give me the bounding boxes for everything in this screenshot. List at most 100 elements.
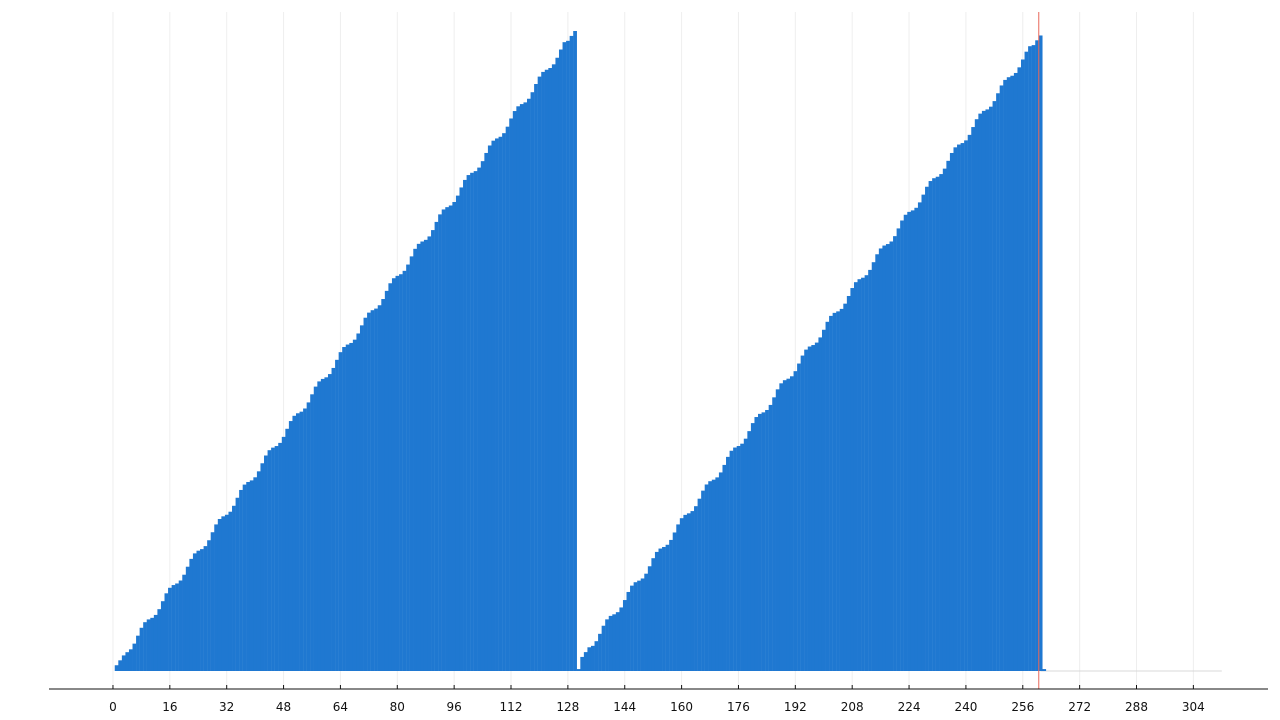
bar: [704, 484, 709, 671]
bar: [427, 236, 432, 672]
bar: [850, 288, 855, 671]
bar: [498, 136, 503, 671]
bar: [935, 176, 940, 671]
x-tick-label: 48: [276, 700, 291, 714]
bar: [139, 627, 144, 671]
bar: [480, 161, 485, 671]
bar: [590, 645, 595, 671]
x-tick-label: 0: [109, 700, 117, 714]
bar: [519, 104, 524, 672]
bar: [893, 236, 897, 671]
bar: [224, 514, 229, 671]
bar: [622, 600, 627, 671]
bar: [953, 147, 958, 671]
bar: [534, 83, 538, 672]
bar: [615, 612, 620, 671]
bar: [818, 337, 823, 671]
bar: [686, 513, 691, 671]
bar: [626, 591, 631, 671]
bar: [338, 352, 343, 671]
bar: [925, 186, 929, 671]
bar: [875, 254, 880, 671]
bar: [295, 413, 300, 671]
bar: [256, 471, 261, 671]
bar: [832, 312, 837, 671]
bar: [512, 111, 517, 671]
bar: [910, 210, 915, 672]
bar: [349, 342, 354, 671]
x-tick-label: 112: [500, 700, 523, 714]
bar: [192, 553, 197, 671]
bar: [701, 490, 705, 671]
bar: [459, 187, 464, 671]
bar: [651, 558, 656, 671]
bar: [996, 93, 1000, 672]
bar: [153, 614, 158, 671]
x-tick-label: 176: [727, 700, 750, 714]
bar: [395, 275, 400, 671]
bar: [729, 450, 734, 671]
bar: [555, 57, 560, 671]
bar: [128, 649, 133, 671]
bar: [551, 64, 556, 672]
bar: [484, 152, 489, 672]
bar: [217, 518, 222, 671]
bar: [409, 256, 414, 671]
bar: [825, 321, 830, 671]
bar: [758, 413, 762, 671]
bar: [406, 264, 410, 671]
bar: [1021, 59, 1025, 671]
bar: [647, 566, 652, 671]
bar: [253, 477, 258, 671]
bar: [303, 408, 307, 671]
bar: [431, 230, 435, 671]
bar: [900, 220, 904, 671]
bar: [733, 447, 737, 671]
bar: [175, 583, 179, 671]
bar: [523, 102, 528, 672]
bar: [335, 359, 339, 671]
bar: [210, 532, 215, 671]
bar: [136, 635, 140, 671]
bar: [726, 456, 730, 671]
x-tick-label: 160: [670, 700, 693, 714]
x-tick-label: 256: [1011, 700, 1034, 714]
bar: [836, 311, 840, 671]
bar: [1042, 669, 1047, 671]
bar: [132, 643, 137, 671]
x-tick-labels: 0 16 32 48 64 80 96 112 128 144 160 176 192 208 224 240…: [109, 700, 1205, 714]
bar: [971, 127, 976, 672]
bar: [1017, 67, 1022, 672]
bar: [168, 587, 172, 671]
bar: [228, 511, 233, 671]
bar: [541, 71, 545, 672]
bar: [800, 355, 805, 671]
bar: [285, 428, 290, 671]
bar: [313, 386, 318, 671]
bar: [605, 619, 609, 671]
bar: [861, 277, 865, 671]
bar: [711, 479, 716, 671]
x-tick-label: 128: [556, 700, 579, 714]
bar-series: [114, 31, 1047, 672]
bar: [946, 160, 951, 671]
bar: [768, 404, 773, 671]
bar: [260, 463, 265, 671]
bar: [196, 550, 201, 671]
bar: [932, 178, 936, 671]
bar: [1035, 40, 1039, 671]
bar: [608, 615, 613, 671]
bar: [331, 367, 336, 671]
bar: [164, 593, 169, 671]
x-tick-label: 16: [162, 700, 177, 714]
bar: [949, 152, 954, 672]
bar: [200, 549, 204, 671]
x-tick-label: 224: [898, 700, 921, 714]
bar: [662, 546, 666, 671]
bar: [413, 248, 418, 672]
bar: [466, 175, 471, 671]
bar: [779, 383, 784, 671]
bar: [491, 140, 496, 671]
bar: [864, 275, 869, 671]
